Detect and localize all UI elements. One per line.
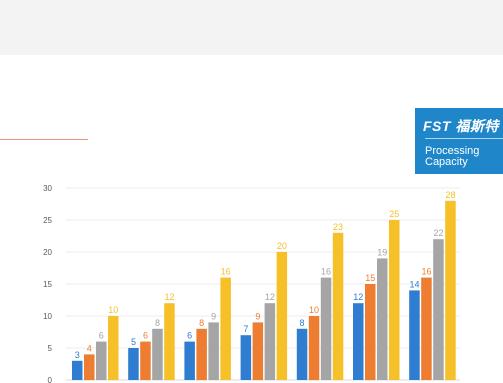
data-label: 12 [164, 292, 174, 302]
bar [96, 341, 107, 380]
header-band [0, 0, 503, 55]
data-label: 3 [75, 350, 80, 360]
data-label: 16 [421, 267, 431, 277]
data-label: 10 [108, 305, 118, 315]
bar [445, 200, 456, 380]
bar [365, 284, 376, 380]
data-label: 6 [99, 331, 104, 341]
bar [433, 239, 444, 380]
data-label: 8 [155, 318, 160, 328]
data-label: 8 [199, 318, 204, 328]
data-label: 12 [265, 292, 275, 302]
accent-divider [0, 139, 88, 140]
logo-caption-line-1: Processing [425, 145, 480, 157]
data-label: 8 [300, 318, 305, 328]
data-label: 15 [365, 273, 375, 283]
data-label: 19 [377, 247, 387, 257]
data-label: 16 [221, 267, 231, 277]
y-tick-label: 5 [48, 344, 53, 353]
bar [252, 322, 264, 380]
data-label: 9 [211, 311, 216, 321]
bar [409, 290, 420, 380]
bar [276, 252, 288, 380]
bar [128, 348, 139, 380]
bar [72, 360, 83, 380]
data-label: 20 [277, 241, 287, 251]
y-tick-label: 25 [43, 216, 52, 225]
logo-divider [425, 138, 503, 139]
data-label: 28 [445, 190, 455, 200]
logo-caption-line-2: Capacity [425, 156, 468, 168]
bar [164, 303, 175, 380]
bar [421, 277, 432, 380]
brand-logo: FST 福斯特 [423, 116, 499, 136]
data-label: 14 [409, 279, 419, 289]
brand-logo-card: FST 福斯特 Processing Capacity [415, 108, 503, 174]
bar [240, 335, 252, 380]
data-label: 9 [255, 311, 260, 321]
bar [308, 316, 320, 380]
data-label: 4 [87, 343, 92, 353]
data-label: 6 [187, 331, 192, 341]
bar [296, 328, 308, 380]
data-label: 22 [433, 228, 443, 238]
bar [332, 232, 344, 380]
data-label: 6 [143, 331, 148, 341]
bar [208, 322, 219, 380]
y-tick-label: 30 [43, 184, 52, 193]
bar [184, 341, 195, 380]
bar [389, 220, 400, 380]
brand-logo-latin: FST [423, 118, 451, 134]
data-label: 10 [309, 305, 319, 315]
bar [140, 341, 151, 380]
data-label: 5 [131, 337, 136, 347]
bar [220, 277, 231, 380]
y-tick-label: 20 [43, 248, 52, 257]
bar [377, 258, 388, 380]
bar [84, 354, 95, 380]
bar [152, 328, 163, 380]
data-label: 25 [389, 209, 399, 219]
data-label: 12 [353, 292, 363, 302]
data-label: 7 [243, 324, 248, 334]
bar [264, 303, 276, 380]
brand-logo-cn: 福斯特 [455, 118, 499, 134]
bar [353, 303, 364, 380]
bar [108, 316, 119, 380]
y-tick-label: 10 [43, 312, 52, 321]
bar [320, 277, 332, 380]
data-label: 16 [321, 267, 331, 277]
y-tick-label: 0 [48, 376, 53, 383]
logo-caption: Processing Capacity [425, 146, 479, 168]
data-label: 23 [333, 222, 343, 232]
bar [196, 328, 207, 380]
y-tick-label: 15 [43, 280, 52, 289]
